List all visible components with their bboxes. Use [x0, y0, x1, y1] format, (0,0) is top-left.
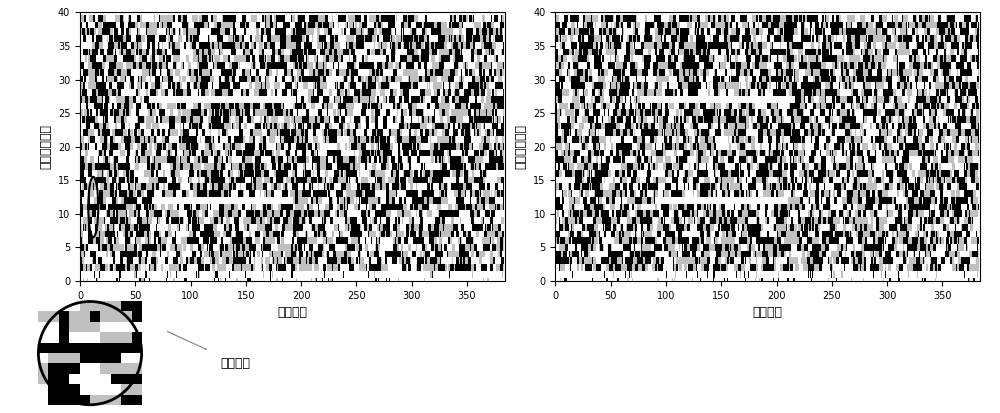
Y-axis label: 光纤链路索引: 光纤链路索引 [515, 124, 528, 169]
X-axis label: 谱槽索引: 谱槽索引 [753, 306, 783, 319]
Y-axis label: 光纤链路索引: 光纤链路索引 [39, 124, 52, 169]
X-axis label: 谱槽索引: 谱槽索引 [277, 306, 307, 319]
Text: 不可用谱: 不可用谱 [220, 357, 250, 370]
